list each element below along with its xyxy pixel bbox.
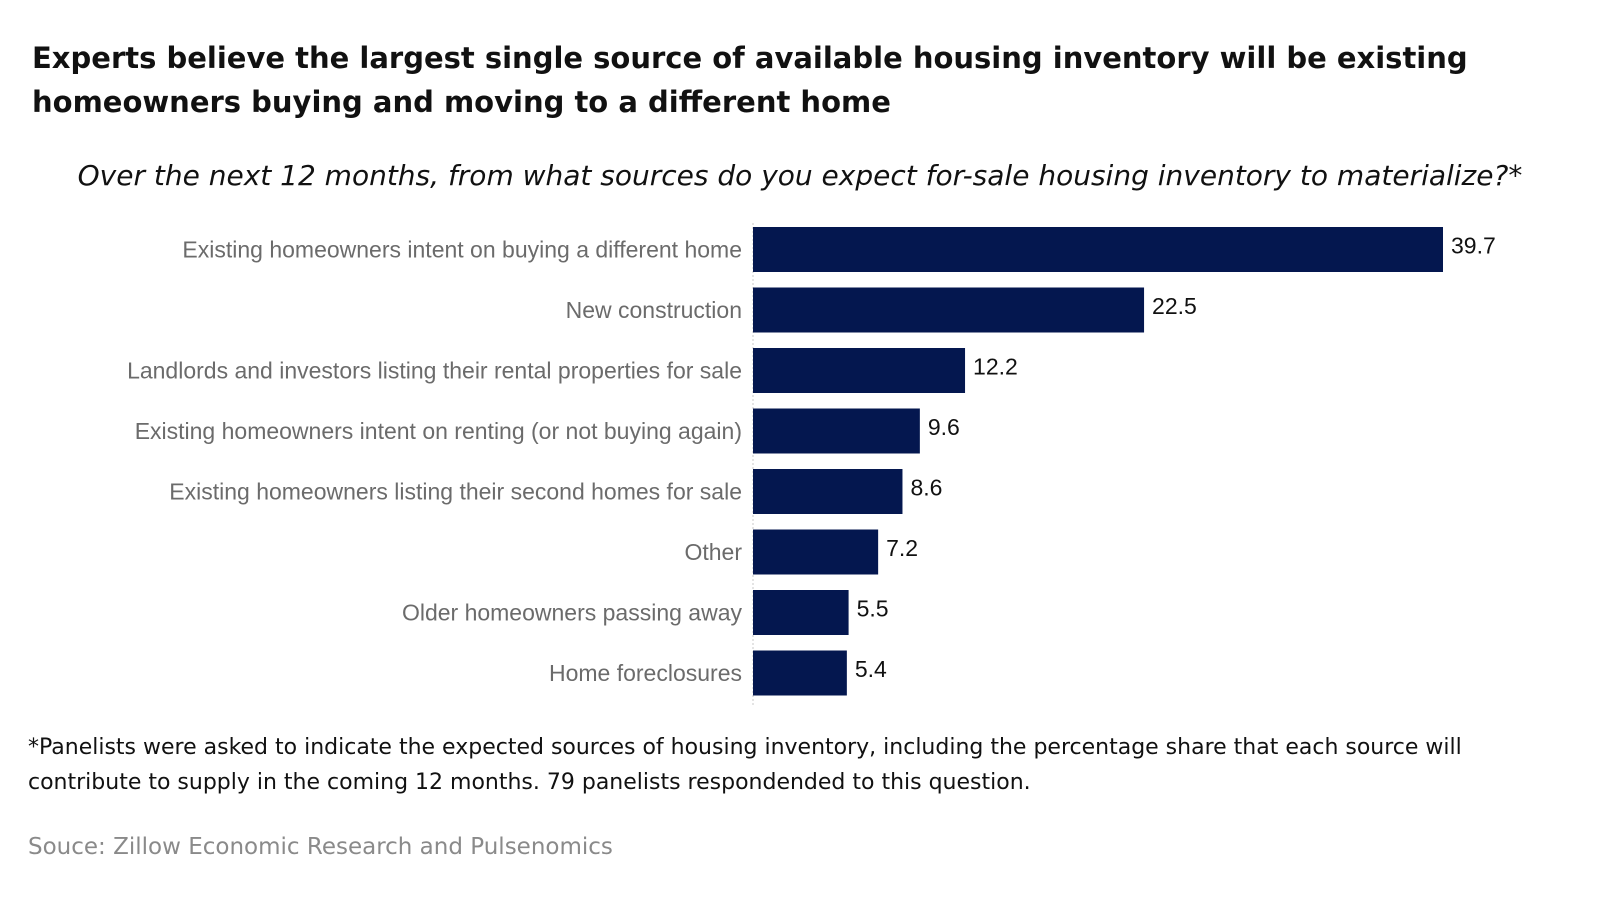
value-label: 7.2 — [886, 535, 918, 561]
chart-subtitle: Over the next 12 months, from what sourc… — [77, 159, 1523, 192]
footnote: *Panelists were asked to indicate the ex… — [28, 735, 1462, 795]
bar — [753, 469, 903, 514]
category-label: Existing homeowners listing their second… — [169, 479, 742, 505]
category-label: Older homeowners passing away — [402, 600, 743, 626]
bars-group — [753, 227, 1443, 696]
value-label: 8.6 — [910, 475, 942, 501]
bar — [753, 227, 1443, 272]
bar — [753, 408, 920, 454]
bar-chart: Existing homeowners intent on buying a d… — [127, 223, 1496, 705]
category-label: Existing homeowners intent on renting (o… — [135, 418, 742, 444]
category-label: Landlords and investors listing their re… — [127, 358, 742, 384]
chart-title: Experts believe the largest single sourc… — [32, 41, 1468, 119]
bar — [753, 287, 1145, 333]
category-label: Other — [684, 539, 742, 565]
value-label: 22.5 — [1152, 293, 1197, 319]
category-label: Home foreclosures — [549, 660, 742, 686]
bar — [753, 590, 849, 635]
value-label: 12.2 — [973, 354, 1018, 380]
value-label: 39.7 — [1451, 233, 1496, 259]
category-label: New construction — [566, 297, 742, 323]
category-label: Existing homeowners intent on buying a d… — [182, 237, 742, 263]
bar — [753, 650, 847, 696]
category-labels-group: Existing homeowners intent on buying a d… — [127, 237, 742, 687]
value-label: 9.6 — [928, 414, 960, 440]
value-labels-group: 39.7 22.5 12.2 9.6 8.6 7.2 5.5 5.4 — [855, 233, 1496, 683]
bar — [753, 529, 879, 575]
bar — [753, 348, 966, 393]
source-note: Souce: Zillow Economic Research and Puls… — [28, 834, 613, 860]
value-label: 5.4 — [855, 656, 887, 682]
value-label: 5.5 — [857, 596, 889, 622]
